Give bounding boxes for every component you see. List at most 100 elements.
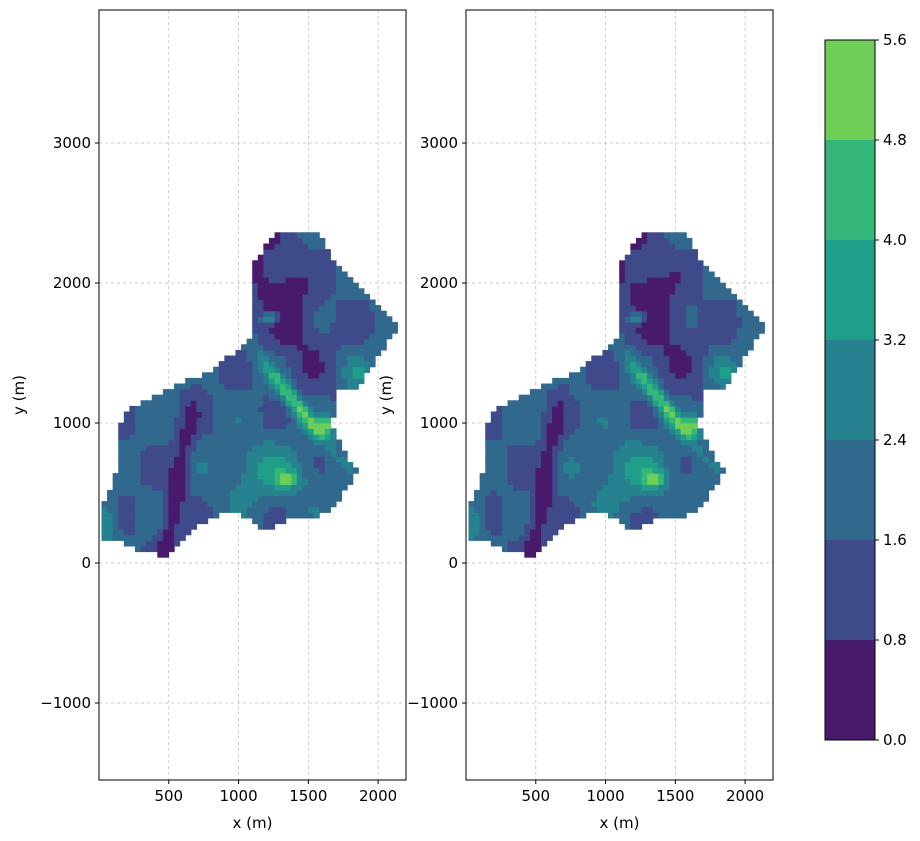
contour-cell: [596, 383, 604, 390]
contour-cell: [257, 299, 264, 306]
contour-cell: [691, 439, 698, 446]
contour-cell: [697, 265, 704, 273]
contour-cell: [742, 310, 749, 317]
contour-cell: [669, 489, 676, 497]
contour-cell: [652, 400, 659, 407]
contour-cell: [580, 484, 587, 491]
contour-cell: [702, 361, 710, 368]
contour-cell: [308, 456, 315, 463]
contour-cell: [330, 355, 337, 362]
contour-cell: [190, 389, 197, 396]
contour-cell: [596, 428, 604, 435]
contour-cell: [168, 540, 175, 547]
contour-cell: [719, 305, 726, 312]
contour-cell: [324, 327, 331, 334]
contour-cell: [719, 288, 726, 295]
contour-cell: [714, 333, 721, 340]
contour-cell: [663, 293, 671, 301]
contour-cell: [302, 277, 309, 284]
contour-cell: [686, 277, 693, 284]
contour-cell: [680, 254, 687, 261]
contour-cell: [580, 366, 587, 373]
contour-cell: [313, 237, 320, 245]
contour-cell: [702, 293, 710, 301]
contour-cell: [647, 456, 654, 463]
contour-cell: [257, 405, 264, 413]
contour-cell: [179, 478, 186, 485]
contour-cell: [146, 484, 153, 491]
contour-cell: [241, 489, 248, 497]
contour-cell: [613, 512, 620, 519]
contour-cell: [485, 456, 492, 463]
panel-right-frame: [465, 9, 774, 781]
contour-cell: [647, 366, 654, 373]
contour-cell: [213, 377, 220, 385]
contour-cell: [112, 534, 119, 541]
contour-cell: [112, 517, 119, 525]
contour-cell: [697, 411, 704, 418]
contour-cell: [608, 428, 615, 435]
contour-cell: [663, 316, 671, 323]
contour-cell: [686, 282, 693, 289]
contour-cell: [341, 338, 348, 345]
contour-cell: [252, 310, 259, 317]
contour-cell: [686, 349, 693, 357]
contour-cell: [680, 232, 687, 239]
contour-cell: [490, 512, 497, 519]
contour-cell: [658, 377, 665, 385]
contour-cell: [675, 422, 682, 429]
contour-cell: [635, 344, 643, 351]
contour-cell: [358, 288, 365, 295]
contour-cell: [647, 338, 654, 345]
contour-cell: [742, 305, 749, 312]
contour-cell: [580, 417, 587, 424]
contour-cell: [697, 333, 704, 340]
contour-cell: [501, 433, 509, 441]
contour-cell: [179, 461, 186, 469]
contour-cell: [380, 338, 387, 345]
contour-cell: [552, 456, 559, 463]
contour-cell: [708, 282, 715, 289]
contour-cell: [123, 439, 130, 446]
contour-cell: [630, 512, 637, 519]
contour-cell: [652, 411, 659, 418]
contour-cell: [274, 512, 281, 519]
contour-cell: [224, 366, 231, 373]
contour-cell: [619, 327, 626, 334]
contour-cell: [591, 456, 598, 463]
contour-cell: [630, 467, 637, 474]
contour-cell: [140, 484, 147, 491]
contour-cell: [591, 484, 598, 491]
contour-cell: [686, 445, 693, 452]
contour-cell: [574, 383, 581, 390]
x-tick-label: 1500: [289, 787, 327, 805]
contour-cell: [719, 372, 726, 379]
contour-cell: [235, 433, 242, 441]
contour-cell: [308, 344, 315, 351]
contour-cell: [285, 478, 292, 485]
contour-cell: [613, 478, 620, 485]
contour-cell: [140, 517, 147, 525]
contour-cell: [140, 456, 147, 463]
contour-cell: [691, 473, 698, 480]
panel-left-xticks: 500 1000 1500 2000: [154, 780, 397, 805]
contour-cell: [496, 517, 503, 525]
contour-cell: [719, 467, 726, 474]
contour-cell: [363, 327, 371, 334]
contour-cell: [285, 361, 292, 368]
contour-cell: [658, 394, 665, 401]
contour-cell: [296, 400, 304, 407]
contour-cell: [218, 467, 225, 474]
contour-cell: [118, 501, 125, 508]
contour-cell: [753, 333, 760, 340]
contour-cell: [291, 450, 298, 457]
contour-cell: [174, 450, 181, 457]
contour-cell: [524, 456, 531, 463]
contour-cell: [229, 411, 237, 418]
colorbar-frame: [824, 39, 876, 741]
contour-cell: [697, 389, 704, 396]
contour-cell: [224, 506, 231, 513]
contour-cell: [686, 461, 693, 469]
contour-cell: [608, 506, 615, 513]
contour-cell: [468, 517, 475, 525]
